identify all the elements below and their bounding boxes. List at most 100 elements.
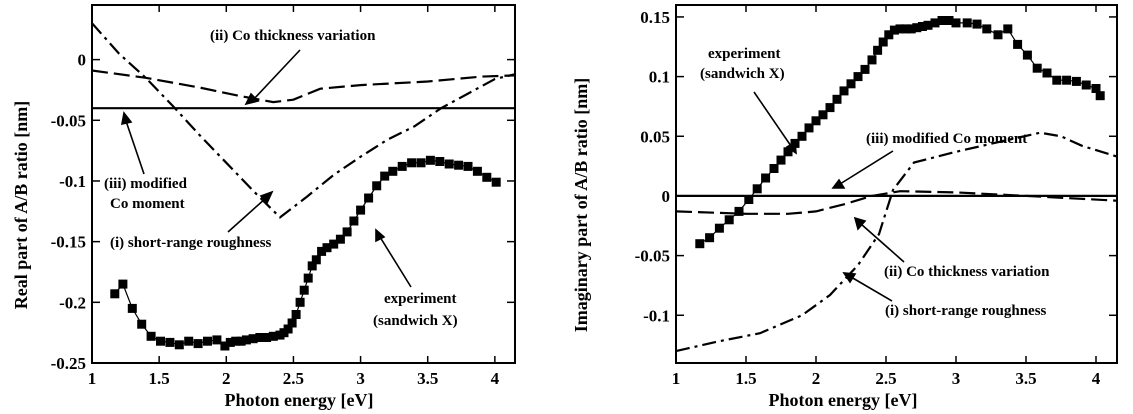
left-data-point <box>388 166 398 176</box>
right-x-tick-label: 1.5 <box>735 369 756 388</box>
right-data-point <box>912 23 922 33</box>
right-data-point <box>951 18 961 28</box>
left-data-point <box>212 335 222 345</box>
right-data-point <box>917 22 927 31</box>
right-data-point <box>982 24 992 34</box>
right-plot-area: 1 1.5 2 2.5 3 3.5 4 -0.1 -0.05 0 0.05 0.1 0.15 <box>635 4 1118 388</box>
right-arrow-modified <box>839 150 894 185</box>
right-data-point <box>889 25 899 35</box>
left-data-point <box>225 337 235 347</box>
right-x-tick-label: 2 <box>812 369 821 388</box>
right-data-point <box>804 123 814 133</box>
right-data-point <box>832 94 842 104</box>
right-data-point <box>1071 76 1081 86</box>
left-data-point <box>311 255 321 265</box>
left-data-point <box>127 303 137 313</box>
left-data-point <box>220 341 230 351</box>
left-plot-area: 1 1.5 2 2.5 3 3.5 4 -0.25 -0.2 -0.15 -0.1 -0.05 0 <box>51 4 516 388</box>
right-x-tick-label: 3 <box>952 369 961 388</box>
left-data-point <box>231 336 241 346</box>
left-data-point <box>329 239 339 249</box>
left-data-point <box>322 243 332 253</box>
right-data-point <box>1091 84 1101 93</box>
right-y-tick-label: 0 <box>662 187 671 206</box>
right-y-tick-label: 0.1 <box>649 68 670 87</box>
left-annotation-co-moment: Co moment <box>110 196 185 212</box>
right-annotation-modified-co-moment: (iii) modified Co moment <box>866 131 1027 147</box>
right-y-tick-label: -0.1 <box>643 306 670 325</box>
left-annotation-sandwich: (sandwich X) <box>373 313 458 329</box>
right-data-point <box>923 20 933 30</box>
right-data-point <box>1052 75 1062 85</box>
right-data-point <box>906 24 916 34</box>
right-data-point <box>776 155 786 165</box>
left-x-axis-title: Photon energy [eV] <box>225 390 374 410</box>
left-data-point <box>137 319 147 329</box>
left-arrow-modified <box>125 120 145 175</box>
left-data-point <box>364 193 374 203</box>
right-data-point <box>867 55 877 65</box>
right-data-point <box>895 24 905 34</box>
left-y-axis-title: Real part of A/B ratio [nm] <box>11 101 31 309</box>
right-data-point <box>884 30 894 40</box>
left-data-point <box>203 336 212 346</box>
right-data-point <box>993 30 1003 40</box>
right-data-point <box>695 239 705 249</box>
right-arrowhead-roughness <box>842 272 857 284</box>
left-data-point <box>342 227 352 237</box>
left-data-point <box>491 177 501 187</box>
left-data-point <box>295 297 305 307</box>
left-data-point <box>193 339 203 349</box>
left-data-point <box>174 340 184 350</box>
right-y-tick-label: 0.05 <box>640 127 670 146</box>
left-series-dashdot-line <box>91 22 516 219</box>
left-arrow-experiment <box>379 236 412 288</box>
left-data-point <box>317 246 327 256</box>
left-annotation-roughness: (i) short-range roughness <box>110 235 272 251</box>
right-data-point <box>1095 91 1105 101</box>
left-arrowhead-roughness <box>259 190 274 205</box>
left-y-tick-label: 0 <box>78 51 87 70</box>
right-data-point <box>811 116 821 126</box>
left-data-point <box>454 160 464 170</box>
left-annotation-modified: (iii) modified <box>104 176 188 192</box>
left-data-point <box>482 172 492 182</box>
right-data-point <box>1022 50 1032 60</box>
right-arrow-co-thickness <box>860 223 905 263</box>
right-arrowhead-modified <box>831 178 846 189</box>
left-data-point <box>356 205 366 215</box>
left-arrowhead-modified <box>120 111 133 126</box>
right-data-point <box>1032 63 1042 73</box>
left-data-point <box>472 166 482 176</box>
right-data-point <box>853 72 863 82</box>
left-data-point <box>184 336 194 346</box>
right-annotation-roughness: (i) short-range roughness <box>885 303 1047 319</box>
right-annotation-experiment: experiment <box>708 46 780 62</box>
left-data-point <box>118 279 128 289</box>
right-data-point <box>944 16 954 25</box>
right-data-point <box>846 79 856 89</box>
right-data-point <box>818 110 828 120</box>
left-series-dashed-line <box>91 69 516 104</box>
left-data-point <box>349 216 359 226</box>
left-data-point <box>435 157 445 166</box>
left-x-tick-label: 4 <box>491 369 500 388</box>
right-panel: Photon energy [eV] Imaginary part of A/B… <box>571 4 1118 410</box>
right-data-point <box>783 147 793 157</box>
left-panel: Photon energy [eV] Real part of A/B rati… <box>11 4 516 410</box>
left-arrow-co-thickness <box>252 49 301 101</box>
left-y-tick-label: -0.25 <box>51 354 86 373</box>
right-data-point <box>797 131 807 141</box>
left-data-point <box>262 333 272 342</box>
left-data-point <box>156 336 165 346</box>
left-data-point <box>380 171 390 181</box>
right-data-point <box>1003 24 1013 34</box>
right-y-axis-title: Imaginary part of A/B ratio [nm] <box>571 78 591 332</box>
right-data-point <box>761 173 771 183</box>
left-x-tick-label: 3 <box>356 369 365 388</box>
left-y-tick-label: -0.05 <box>51 111 86 130</box>
left-data-point <box>110 289 120 299</box>
right-x-tick-label: 1 <box>672 369 681 388</box>
right-x-axis-title: Photon energy [eV] <box>769 390 918 410</box>
